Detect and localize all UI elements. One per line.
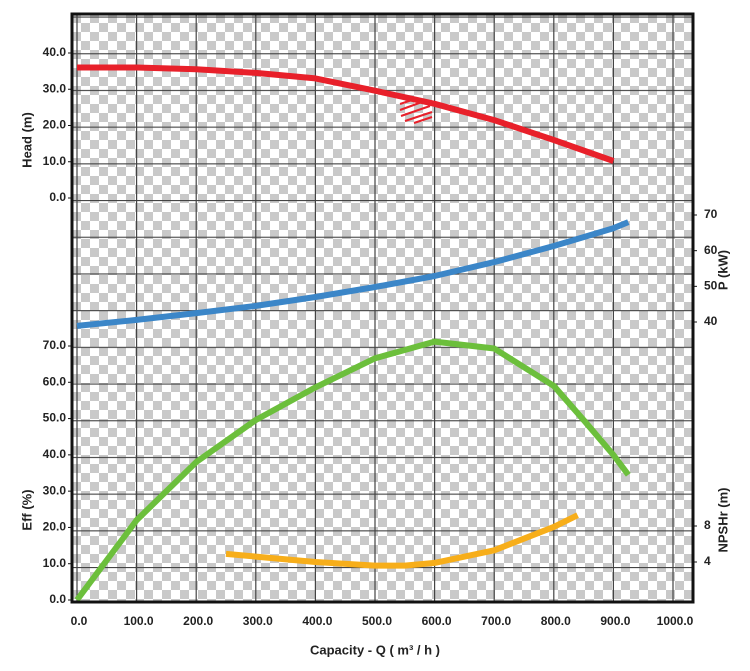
y-tick-label: 70	[704, 207, 718, 221]
y-axis-title: Eff (%)	[19, 489, 34, 530]
y-axis-title: Head (m)	[19, 112, 34, 168]
y-tick-label: 10.0	[43, 556, 67, 570]
curve	[225, 512, 579, 569]
x-tick-label: 1000.0	[657, 614, 694, 628]
y-tick-label: 20.0	[43, 520, 67, 534]
x-tick-label: 100.0	[124, 614, 154, 628]
y-tick-label: 70.0	[43, 338, 67, 352]
curves	[74, 64, 631, 602]
row-lines	[72, 14, 693, 602]
curve	[76, 219, 630, 329]
x-tick-label: 300.0	[243, 614, 273, 628]
y-tick-label: 8	[704, 518, 711, 532]
y-tick-label: 60	[704, 243, 718, 257]
y-tick-label: 0.0	[49, 592, 66, 606]
y-axis-title: P (kW)	[715, 250, 730, 290]
plot-frame	[70, 12, 695, 604]
x-tick-label: 600.0	[422, 614, 452, 628]
y-tick-label: 50.0	[43, 411, 67, 425]
y-tick-label: 30.0	[43, 483, 67, 497]
x-tick-label: 400.0	[302, 614, 332, 628]
x-tick-label: 500.0	[362, 614, 392, 628]
y-tick-label: 40.0	[43, 447, 67, 461]
y-tick-label: 20.0	[43, 118, 67, 132]
y-tick-label: 50	[704, 279, 718, 293]
x-tick-label: 200.0	[183, 614, 213, 628]
operating-point-hatch	[399, 99, 433, 124]
y-tick-label: 60.0	[43, 374, 67, 388]
curve	[74, 338, 631, 602]
y-tick-label: 0.0	[49, 190, 66, 204]
x-tick-label: 0.0	[71, 614, 88, 628]
y-tick-label: 10.0	[43, 154, 67, 168]
x-tick-label: 900.0	[600, 614, 630, 628]
x-tick-label: 800.0	[541, 614, 571, 628]
x-axis-title: Capacity - Q ( m³ / h )	[310, 642, 440, 657]
x-tick-label: 700.0	[481, 614, 511, 628]
y-tick-label: 40.0	[43, 45, 67, 59]
grid	[76, 15, 674, 601]
y-tick-label: 4	[704, 554, 711, 568]
y-tick-label: 30.0	[43, 81, 67, 95]
curve	[77, 64, 615, 164]
y-axis-title: NPSHr (m)	[715, 487, 730, 552]
y-tick-label: 40	[704, 314, 718, 328]
